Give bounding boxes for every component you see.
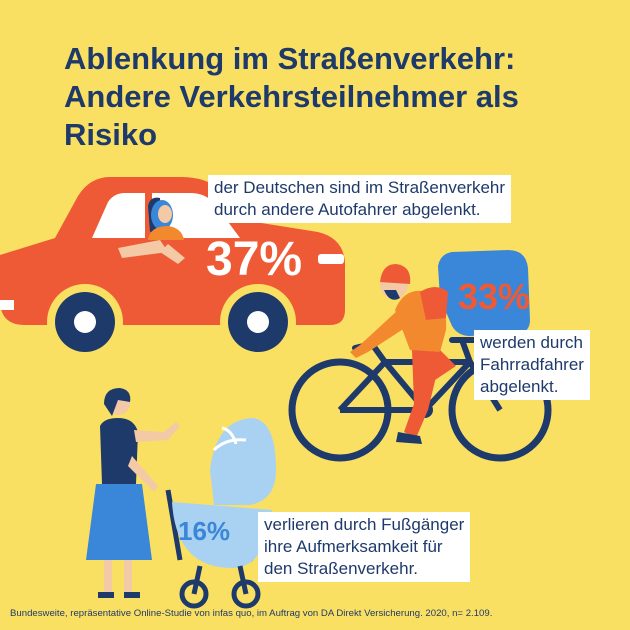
footnote: Bundesweite, repräsentative Online-Studi… — [10, 608, 493, 619]
driver-icon — [118, 197, 185, 264]
page-title: Ablenkung im Straßenverkehr: Andere Verk… — [64, 40, 604, 154]
pedestrian-stat-text: verlieren durch Fußgänger ihre Aufmerksa… — [258, 512, 471, 582]
pedestrian-stat-line-3: den Straßenverkehr. — [264, 559, 419, 578]
pedestrian-stat-line-1: verlieren durch Fußgänger — [264, 515, 465, 534]
cyclist-stat-line-1: werden durch — [480, 333, 584, 352]
title-line-2: Andere Verkehrsteilnehmer als — [64, 79, 519, 114]
car-stat-line-2: durch andere Autofahrer abgelenkt. — [214, 200, 481, 219]
car-stat-text: der Deutschen sind im Straßenverkehr dur… — [208, 175, 512, 223]
title-line-1: Ablenkung im Straßenverkehr: — [64, 41, 516, 76]
cyclist-stat-text: werden durch Fahrradfahrer abgelenkt. — [474, 330, 590, 400]
cyclist-stat-line-2: Fahrradfahrer — [480, 355, 584, 374]
car-stat-line-1: der Deutschen sind im Straßenverkehr — [214, 178, 506, 197]
speech-tag-icon — [438, 250, 530, 336]
title-line-3: Risiko — [64, 117, 158, 152]
cyclist-percent: 33% — [458, 276, 531, 317]
cyclist-stat-line-3: abgelenkt. — [480, 377, 559, 396]
pedestrian-icon — [86, 388, 180, 598]
cyclist-icon — [350, 264, 456, 444]
car-percent: 37% — [206, 233, 303, 286]
pedestrian-stat-line-2: ihre Aufmerksamkeit für — [264, 537, 443, 556]
pedestrian-percent: 16% — [178, 516, 231, 546]
